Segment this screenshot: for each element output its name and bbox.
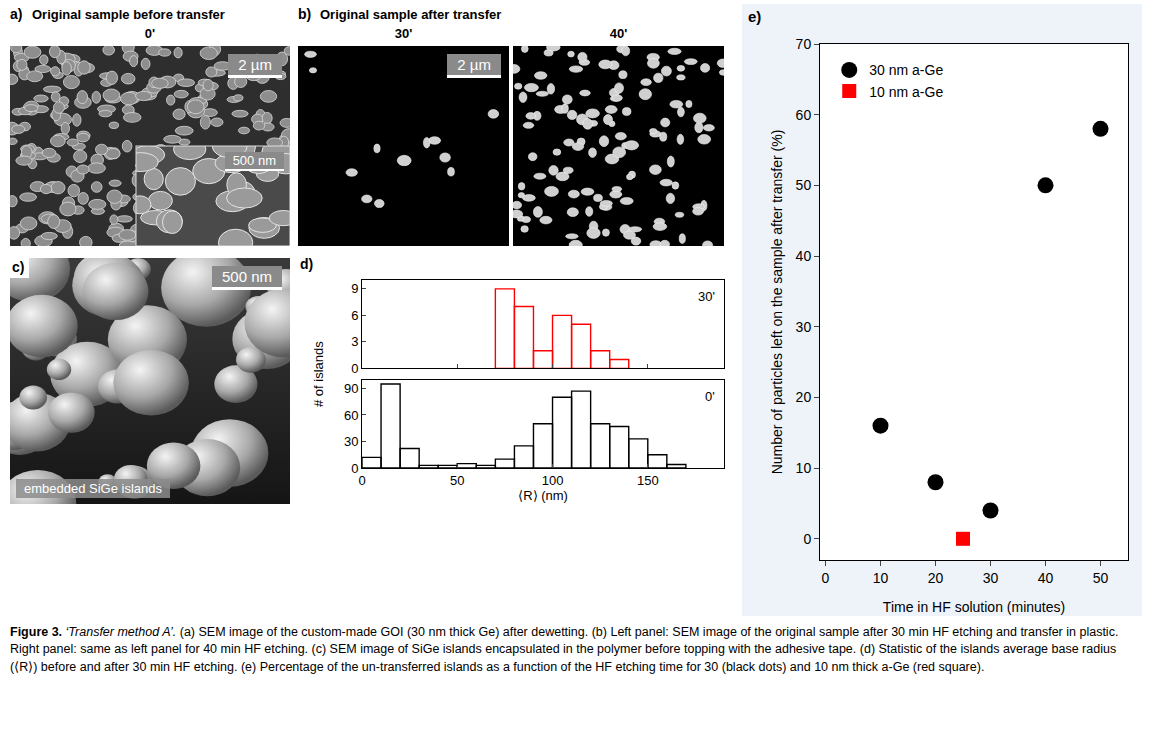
svg-text:150: 150 xyxy=(637,473,659,488)
svg-text:0: 0 xyxy=(358,473,365,488)
svg-text:30: 30 xyxy=(344,434,358,449)
svg-text:40: 40 xyxy=(1038,570,1054,586)
svg-text:9: 9 xyxy=(351,281,358,296)
html-text:Original sample before transfe: Original sample before transfer xyxy=(32,7,225,22)
svg-text:60: 60 xyxy=(344,408,358,423)
html-text:d): d) xyxy=(300,256,314,272)
html-text:e): e) xyxy=(748,8,762,25)
svg-text:50: 50 xyxy=(796,177,812,193)
svg-text:Time in HF solution (minutes): Time in HF solution (minutes) xyxy=(883,599,1065,615)
svg-text:6: 6 xyxy=(351,308,358,323)
svg-text:10: 10 xyxy=(796,460,812,476)
html-text:embedded SiGe islands: embedded SiGe islands xyxy=(24,481,162,496)
svg-text:10 nm a-Ge: 10 nm a-Ge xyxy=(869,84,943,100)
svg-text:0: 0 xyxy=(351,461,358,476)
html-text:b): b) xyxy=(298,6,312,22)
svg-text:30: 30 xyxy=(983,570,999,586)
html-text:500 nm: 500 nm xyxy=(232,153,276,168)
svg-text:20: 20 xyxy=(928,570,944,586)
svg-text:70: 70 xyxy=(796,36,812,52)
html-text:2 µm: 2 µm xyxy=(238,56,272,73)
html-text:2 µm: 2 µm xyxy=(457,56,491,73)
html-text:0': 0' xyxy=(144,26,156,41)
svg-text:100: 100 xyxy=(542,473,564,488)
html-text:30': 30' xyxy=(394,26,413,41)
svg-text:3: 3 xyxy=(351,334,358,349)
svg-text:20: 20 xyxy=(796,389,812,405)
html-text:Original sample after transfer: Original sample after transfer xyxy=(320,7,502,22)
html-text:a): a) xyxy=(10,6,23,22)
svg-text:30 nm a-Ge: 30 nm a-Ge xyxy=(869,62,943,78)
html-text:Figure 3. ‘Transfer method A’.: Figure 3. ‘Transfer method A’. (a) SEM i… xyxy=(10,625,1119,674)
svg-text:90: 90 xyxy=(344,381,358,396)
svg-text:30': 30' xyxy=(698,289,715,304)
svg-text:30: 30 xyxy=(796,319,812,335)
svg-text:Number of particles left on th: Number of particles left on the sample a… xyxy=(769,130,785,475)
svg-text:40: 40 xyxy=(796,248,812,264)
svg-text:# of islands: # of islands xyxy=(311,341,326,407)
svg-text:⟨R⟩ (nm): ⟨R⟩ (nm) xyxy=(518,488,568,503)
html-text:40': 40' xyxy=(609,26,628,41)
svg-text:0': 0' xyxy=(705,389,715,404)
svg-text:0: 0 xyxy=(822,570,830,586)
html-text:c): c) xyxy=(12,259,25,275)
svg-text:0: 0 xyxy=(351,361,358,376)
svg-text:0: 0 xyxy=(803,531,811,547)
svg-text:60: 60 xyxy=(796,107,812,123)
html-text:500 nm: 500 nm xyxy=(222,268,272,285)
svg-text:50: 50 xyxy=(1093,570,1109,586)
svg-text:50: 50 xyxy=(450,473,464,488)
svg-text:10: 10 xyxy=(873,570,889,586)
